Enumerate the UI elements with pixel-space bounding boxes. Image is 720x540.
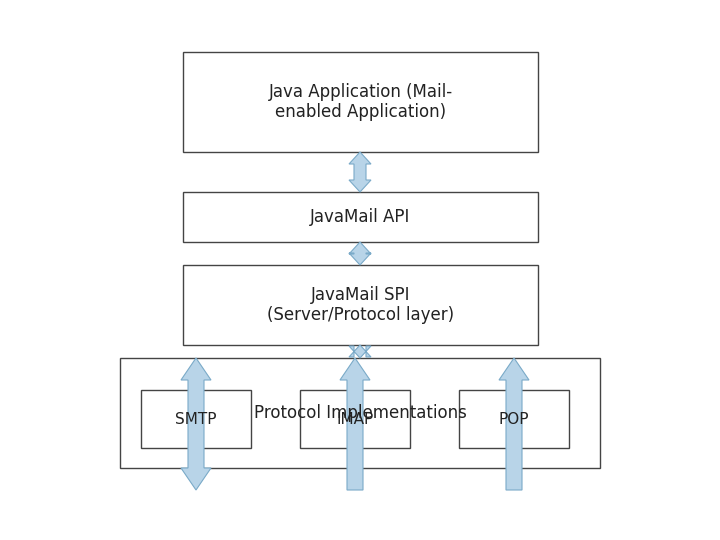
Text: JavaMail API: JavaMail API — [310, 208, 410, 226]
Polygon shape — [349, 152, 371, 192]
Text: SMTP: SMTP — [175, 411, 217, 427]
Polygon shape — [181, 358, 211, 490]
Polygon shape — [349, 345, 371, 358]
Text: Protocol Implementations: Protocol Implementations — [253, 404, 467, 422]
Bar — [300, 390, 410, 448]
Bar — [183, 265, 538, 345]
Text: POP: POP — [499, 411, 529, 427]
Bar — [141, 390, 251, 448]
Polygon shape — [499, 358, 529, 490]
Polygon shape — [340, 358, 370, 490]
Bar — [183, 192, 538, 242]
Text: JavaMail SPI
(Server/Protocol layer): JavaMail SPI (Server/Protocol layer) — [267, 286, 454, 325]
Text: IMAP: IMAP — [336, 411, 374, 427]
Text: Java Application (Mail-
enabled Application): Java Application (Mail- enabled Applicat… — [269, 83, 453, 122]
Bar — [120, 358, 600, 468]
Bar — [183, 52, 538, 152]
Polygon shape — [349, 242, 371, 265]
Bar — [459, 390, 569, 448]
